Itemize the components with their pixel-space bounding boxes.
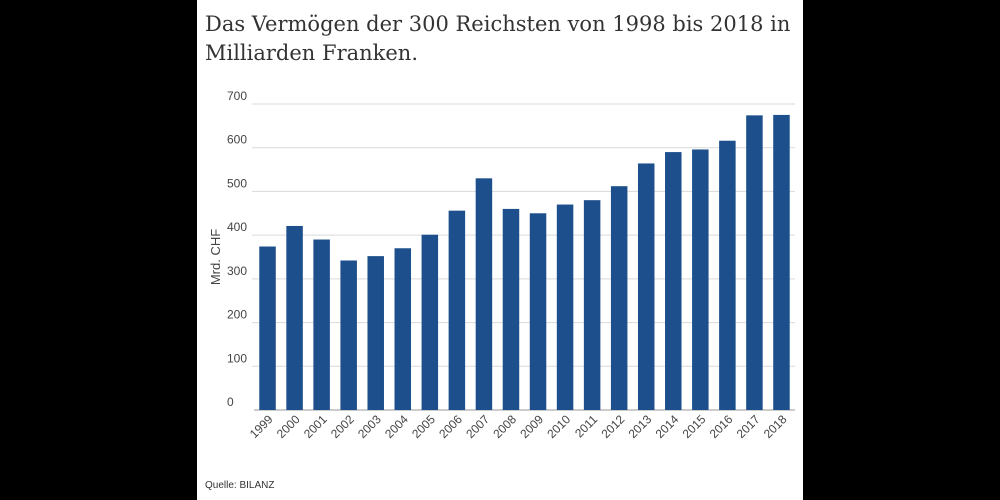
- x-tick-label: 2009: [517, 412, 546, 441]
- y-tick-label: 700: [227, 89, 247, 103]
- x-tick-label: 2000: [274, 412, 303, 441]
- bar: [529, 213, 547, 410]
- y-tick-label: 0: [227, 395, 234, 409]
- bar: [421, 234, 439, 410]
- bar: [259, 246, 276, 410]
- bar: [773, 114, 790, 410]
- x-tick-label: 2017: [734, 412, 763, 441]
- chart-title: Das Vermögen der 300 Reichsten von 1998 …: [205, 12, 791, 65]
- y-tick-label: 200: [227, 308, 247, 322]
- x-tick-label: 2016: [707, 412, 736, 441]
- y-axis-label: Mrd. CHF: [208, 229, 223, 285]
- y-tick-label: 400: [227, 220, 247, 234]
- y-tick-label: 600: [227, 133, 247, 147]
- bar: [367, 256, 384, 410]
- bar: [394, 248, 412, 410]
- bar: [719, 140, 736, 410]
- bar: [665, 152, 682, 411]
- bar: [502, 208, 520, 410]
- bar: [746, 115, 763, 410]
- x-tick-label: 2006: [436, 412, 465, 441]
- x-tick-label: 2005: [409, 412, 438, 441]
- bar: [610, 186, 628, 410]
- x-tick-label: 2010: [544, 412, 573, 441]
- bar: [637, 163, 655, 410]
- x-tick-label: 2013: [626, 412, 655, 441]
- bar: [286, 225, 303, 410]
- bar: [340, 260, 357, 410]
- chart-panel: Das Vermögen der 300 Reichsten von 1998 …: [197, 0, 803, 500]
- x-tick-label: 2002: [328, 412, 357, 441]
- x-tick-label: 2012: [599, 412, 628, 441]
- y-tick-label: 300: [227, 264, 247, 278]
- source-note: Quelle: BILANZ: [205, 480, 275, 491]
- x-tick-label: 2003: [355, 412, 384, 441]
- x-tick-label: 2014: [653, 412, 682, 441]
- x-tick-label: 1999: [247, 412, 276, 441]
- y-tick-label: 100: [227, 351, 247, 365]
- x-tick-label: 2011: [572, 412, 600, 440]
- x-tick-label: 2008: [490, 412, 519, 441]
- y-tick-label: 500: [227, 176, 247, 190]
- x-tick-label: 2004: [382, 412, 411, 441]
- x-tick-label: 2007: [463, 412, 492, 441]
- bar: [313, 239, 330, 410]
- x-tick-label: 2001: [301, 412, 330, 441]
- x-tick-label: 2015: [680, 412, 709, 441]
- bar: [692, 149, 709, 410]
- bar: [475, 178, 493, 410]
- bar: [448, 210, 466, 410]
- bar: [556, 204, 574, 410]
- x-tick-label: 2018: [761, 412, 790, 441]
- bar: [583, 200, 601, 410]
